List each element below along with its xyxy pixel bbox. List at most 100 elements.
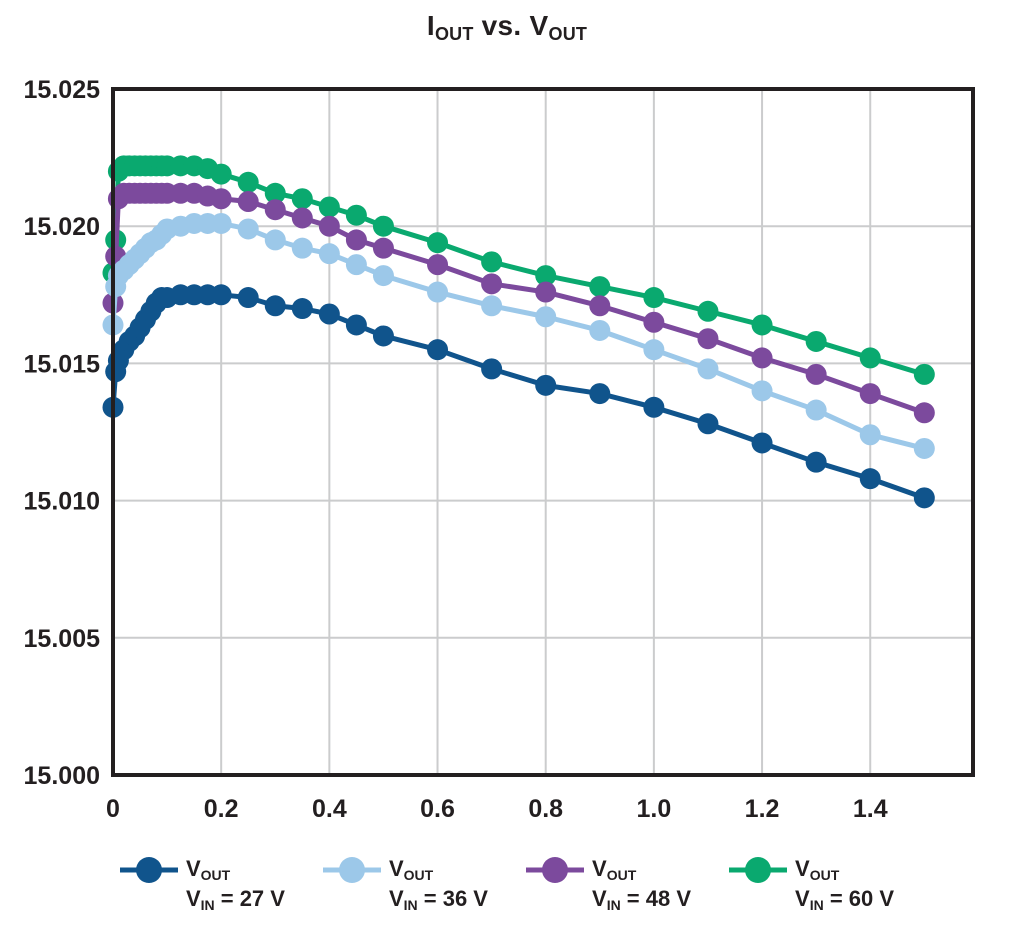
legend-label-line1: VOUT — [186, 854, 285, 884]
series-marker-vin-27v — [535, 374, 557, 396]
series-marker-vin-60v — [589, 276, 611, 298]
series-marker-vin-27v — [697, 413, 719, 435]
legend-text-segment: = 27 V — [214, 886, 285, 912]
x-tick-label: 1.2 — [745, 795, 780, 823]
series-marker-vin-36v — [427, 281, 449, 303]
series-marker-vin-27v — [210, 284, 232, 306]
series-marker-vin-48v — [264, 199, 286, 221]
series-marker-vin-60v — [805, 330, 827, 352]
series-marker-vin-27v — [589, 383, 611, 405]
legend-marker-icon — [322, 857, 381, 883]
legend-label-line1: VOUT — [795, 854, 894, 884]
legend-label: VOUT VIN = 36 V — [389, 854, 488, 915]
series-line-vin-27v — [110, 292, 927, 501]
series-marker-vin-27v — [427, 339, 449, 361]
series-marker-vin-27v — [805, 451, 827, 473]
series-marker-vin-36v — [210, 212, 232, 234]
series-marker-vin-27v — [318, 303, 340, 325]
legend-label-line2: VIN = 27 V — [186, 884, 285, 914]
series-marker-vin-60v — [535, 265, 557, 287]
legend-entry-vin-60v: VOUT VIN = 60 V — [729, 854, 894, 915]
series-marker-vin-60v — [345, 204, 367, 226]
series-marker-vin-36v — [751, 380, 773, 402]
series-marker-vin-36v — [859, 424, 881, 446]
series-marker-vin-36v — [318, 243, 340, 265]
series-marker-vin-60v — [264, 182, 286, 204]
series-marker-vin-48v — [291, 207, 313, 229]
legend-text-segment: IN — [200, 897, 215, 914]
series-marker-vin-27v — [481, 358, 503, 380]
x-tick-label: 1.0 — [636, 795, 671, 823]
series-marker-vin-60v — [210, 163, 232, 185]
series-marker-vin-27v — [913, 487, 935, 509]
legend-text-segment: V — [185, 886, 201, 912]
legend-marker-icon — [729, 857, 788, 883]
legend-label: VOUT VIN = 27 V — [186, 854, 285, 915]
x-tick-label: 0 — [106, 795, 120, 823]
series-line-vin-60v — [110, 163, 927, 377]
y-tick-label: 15.025 — [24, 76, 101, 104]
series-marker-vin-48v — [535, 281, 557, 303]
series-marker-vin-60v — [237, 171, 259, 193]
legend: VOUT VIN = 27 V VOUT VIN = 36 V VOUT VIN = 48… — [0, 854, 1014, 915]
series-marker-vin-27v — [237, 287, 259, 309]
series-marker-vin-60v — [318, 196, 340, 218]
series-marker-vin-36v — [264, 229, 286, 251]
legend-label: VOUT VIN = 48 V — [592, 854, 691, 915]
series-marker-vin-36v — [237, 218, 259, 240]
legend-text-segment: = 60 V — [823, 886, 895, 912]
series-marker-vin-48v — [345, 229, 367, 251]
x-tick-label: 1.4 — [853, 795, 888, 823]
legend-label-line1: VOUT — [592, 854, 691, 884]
x-tick-label: 0.4 — [312, 795, 347, 823]
series-marker-vin-60v — [372, 215, 394, 237]
title-segment: OUT — [548, 24, 588, 44]
legend-text-segment: = 48 V — [620, 886, 692, 912]
series-marker-vin-60v — [913, 363, 935, 385]
x-tick-label: 0.2 — [204, 795, 239, 823]
legend-label-line1: VOUT — [389, 854, 488, 884]
series-marker-vin-36v — [805, 399, 827, 421]
legend-dot — [135, 857, 162, 883]
legend-text-segment: = 36 V — [417, 886, 488, 912]
series-marker-vin-48v — [751, 347, 773, 369]
series-marker-vin-36v — [372, 265, 394, 287]
legend-text-segment: IN — [403, 897, 418, 914]
series-marker-vin-48v — [589, 295, 611, 317]
plot-frame — [111, 87, 975, 777]
series-marker-vin-36v — [345, 254, 367, 276]
legend-entry-vin-27v: VOUT VIN = 27 V — [119, 854, 285, 915]
series-marker-vin-36v — [481, 295, 503, 317]
series-marker-vin-27v — [751, 432, 773, 454]
series-marker-vin-60v — [751, 314, 773, 336]
y-tick-label: 15.005 — [24, 625, 101, 653]
series-marker-vin-27v — [291, 298, 313, 320]
series-marker-vin-27v — [345, 314, 367, 336]
title-segment: vs. V — [473, 10, 549, 41]
legend-dot — [745, 857, 772, 883]
series-marker-vin-27v — [264, 295, 286, 317]
series-marker-vin-36v — [535, 306, 557, 328]
series-marker-vin-48v — [643, 311, 665, 333]
legend-entry-vin-36v: VOUT VIN = 36 V — [322, 854, 488, 915]
series-marker-vin-48v — [805, 363, 827, 385]
series-marker-vin-48v — [481, 273, 503, 295]
series-marker-vin-48v — [427, 254, 449, 276]
series-marker-vin-60v — [859, 347, 881, 369]
series-marker-vin-36v — [697, 358, 719, 380]
legend-label-line2: VIN = 48 V — [592, 884, 691, 914]
series-marker-vin-60v — [643, 287, 665, 309]
series-marker-vin-60v — [427, 232, 449, 254]
legend-text-segment: IN — [809, 897, 824, 914]
legend-text-segment: V — [388, 886, 404, 912]
legend-text-segment: V — [185, 856, 201, 881]
series-marker-vin-48v — [913, 402, 935, 424]
y-tick-label: 15.010 — [24, 488, 100, 516]
series-marker-vin-48v — [237, 191, 259, 213]
plot-svg: 15.000 15.005 15.010 15.015 15.020 15.025 0 0.2… — [24, 76, 975, 823]
series-marker-vin-27v — [643, 396, 665, 418]
legend-label-line2: VIN = 36 V — [389, 884, 488, 914]
legend-entry-vin-48v: VOUT VIN = 48 V — [526, 854, 691, 915]
legend-text-segment: V — [592, 856, 607, 881]
